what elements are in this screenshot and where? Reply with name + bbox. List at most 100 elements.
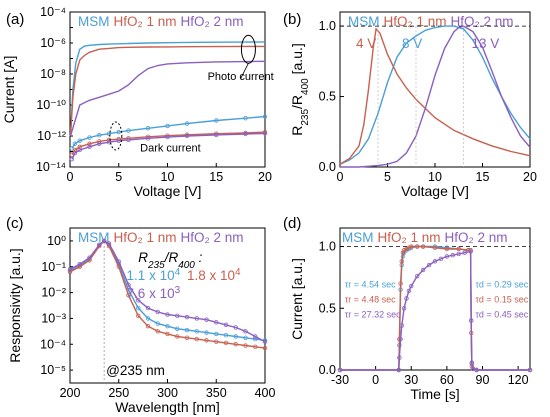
y-tick-label: 10⁻³ xyxy=(41,311,66,325)
series-line-point xyxy=(204,317,209,322)
panel-a: (a) 0 5 10 15 20 10⁻¹⁴ 10⁻¹² 10⁻¹⁰ 10⁻⁸ 10⁻⁶ 10⁻⁴ Vo… xyxy=(1,5,274,199)
x-tick-label: 20 xyxy=(523,170,537,184)
series-line-point xyxy=(400,250,406,255)
ratio-exponent: 4 xyxy=(175,267,181,278)
series-photo-line xyxy=(69,60,266,137)
series-line-point xyxy=(398,281,403,286)
series-line xyxy=(339,25,531,165)
series-line-point xyxy=(469,360,475,365)
ratio-value: 1.8 x 104 xyxy=(187,267,241,284)
series-dark-line-point xyxy=(145,126,151,131)
peak-voltage-label: 4 V xyxy=(356,36,376,51)
legend-entry: HfO₂ 2 nm xyxy=(445,230,508,245)
series-line-point xyxy=(155,329,160,334)
y-tick-label: 10⁻⁶ xyxy=(40,36,66,50)
series-line-point xyxy=(243,343,248,348)
x-tick-label: 0 xyxy=(337,170,344,184)
series-line-point xyxy=(398,336,403,342)
panel-d: (d) -30 0 30 60 90 120 0.0 0.5 1.0 Time [s] Current… xyxy=(283,215,533,402)
series-line xyxy=(340,250,530,371)
series-line-point xyxy=(165,312,170,317)
series-line-point xyxy=(175,326,180,331)
legend-entry: HfO₂ 1 nm xyxy=(378,230,441,245)
y-tick-label: 10⁻¹⁰ xyxy=(36,98,66,112)
series-line-point xyxy=(406,245,412,250)
series-line-point xyxy=(409,283,414,289)
series-line-point xyxy=(337,367,343,373)
y-axis-label: R235/R400 [a.u.] xyxy=(289,43,311,136)
series-line-point xyxy=(155,309,160,315)
series-line xyxy=(340,25,531,168)
y-tick-label: 0.0 xyxy=(319,160,336,174)
series-line-point xyxy=(155,321,160,326)
series-dark-line-point xyxy=(184,133,190,139)
series-line-point xyxy=(420,267,426,273)
series-dark-line-point xyxy=(87,144,92,150)
series-line-point xyxy=(401,306,407,311)
series-line-point xyxy=(223,333,229,338)
y-tick-label: 10⁻⁴ xyxy=(40,5,66,19)
panel-c: (c) 200 250 300 350 400 10⁻⁵ 10⁻⁴ 10⁻³ 10⁻² 10⁻¹ 10… xyxy=(6,215,275,415)
x-axis-label: Wavelength [nm] xyxy=(115,399,220,415)
series-dark-line-point xyxy=(87,141,92,146)
series-line-point xyxy=(77,261,82,267)
series-dark-line-point xyxy=(165,134,170,140)
series-line xyxy=(339,27,531,165)
series-dark-line-point xyxy=(77,147,82,153)
y-tick-label: 10⁻⁵ xyxy=(40,363,66,377)
series-line-point xyxy=(262,345,268,351)
x-tick-label: 250 xyxy=(108,386,129,400)
ratio-title-part: /R xyxy=(164,250,179,265)
series-line-point xyxy=(214,339,219,344)
series-line-point xyxy=(432,259,438,264)
ratio-value: 7.6 x 103 xyxy=(127,285,181,302)
panel-b: (b) 0 5 10 15 20 0.0 0.5 1.0 Voltage [V] R235/R400… xyxy=(283,11,537,199)
series-dark-line-point xyxy=(116,138,121,143)
series-line-point xyxy=(404,296,409,301)
y-axis-label-part: /R xyxy=(289,95,305,109)
plot-frame xyxy=(339,227,531,371)
ratio-mantissa: 1.1 x 10 xyxy=(127,268,175,283)
series-line-point xyxy=(426,262,432,268)
series-line-point xyxy=(223,322,229,328)
series-line-point xyxy=(404,246,409,252)
legend: MSM HfO₂ 1 nm HfO₂ 2 nm xyxy=(348,14,514,29)
peak-label: @235 nm xyxy=(106,363,165,378)
series-line-point xyxy=(438,256,444,262)
series-dark-line-point xyxy=(97,141,102,146)
x-tick-label: 300 xyxy=(157,386,178,400)
ratio-mantissa: 7.6 x 10 xyxy=(127,286,175,301)
ratio-title-part: 235 xyxy=(147,260,165,271)
y-tick-label: 0.0 xyxy=(319,363,336,377)
x-tick-label: 5 xyxy=(384,170,391,184)
series-line-point xyxy=(469,318,474,323)
legend-entry: MSM xyxy=(78,14,110,29)
series-line-point xyxy=(184,335,190,340)
ratio-title-part: : xyxy=(195,250,203,265)
legend: MSM HfO₂ 1 nm HfO₂ 2 nm xyxy=(78,14,244,29)
series-line-point xyxy=(409,244,414,249)
series-line-point xyxy=(126,282,131,288)
series-line-point xyxy=(399,259,404,264)
series-line-point xyxy=(223,340,229,346)
series-dark-line-point xyxy=(97,133,102,138)
x-axis-label: Voltage [V] xyxy=(401,183,469,199)
series-line xyxy=(340,245,530,371)
legend: MSM HfO₂ 1 nm HfO₂ 2 nm xyxy=(78,230,244,245)
y-tick-label: 10⁻¹⁴ xyxy=(36,160,66,174)
series-line-point xyxy=(101,238,107,244)
annotation-leader xyxy=(240,63,249,79)
series-line-point xyxy=(253,334,258,339)
series-photo-line xyxy=(69,45,265,137)
series-dark-line-point xyxy=(126,137,131,143)
series-line-point xyxy=(420,244,426,249)
rise-time-label: τr = 4.54 sec xyxy=(345,279,396,289)
series-line-point xyxy=(204,338,209,343)
y-tick-label: 10⁻¹² xyxy=(37,129,66,143)
series-line-point xyxy=(233,325,238,330)
x-tick-label: 200 xyxy=(60,386,81,400)
series-line-point xyxy=(145,323,151,329)
series-dark-line-point xyxy=(262,131,268,136)
panel-label: (a) xyxy=(6,11,24,28)
series-line-point xyxy=(233,334,238,339)
